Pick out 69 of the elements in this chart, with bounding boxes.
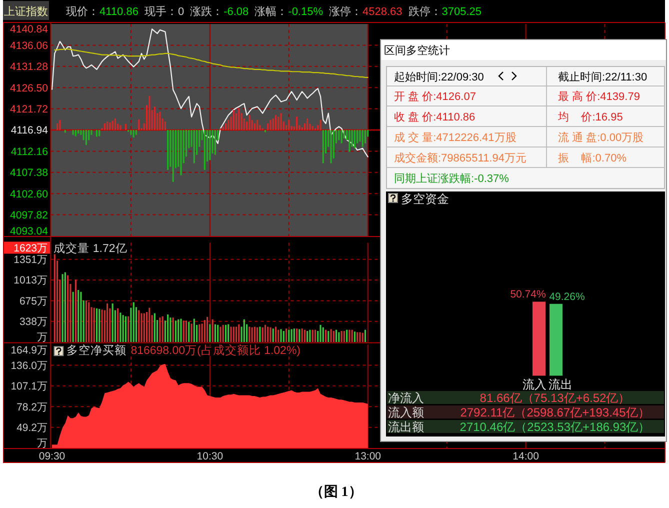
annotation: 净流入 xyxy=(388,391,424,405)
y-tick-label: 万 xyxy=(37,438,48,450)
chart-title: 多空净买额 xyxy=(66,343,127,358)
annotation: 81.66亿（75.13亿+6.52亿） xyxy=(480,391,630,405)
x-tick-label: 流出 xyxy=(548,378,572,392)
annotation: 振 幅:0.70% xyxy=(558,152,627,164)
y-tick-label: 4140.84 xyxy=(10,24,48,36)
y-tick-label: 4102.60 xyxy=(10,188,48,200)
x-tick-label: 10:30 xyxy=(196,450,224,462)
y-tick-label: 4107.38 xyxy=(10,167,48,180)
text: 3705.25 xyxy=(442,6,482,18)
y-tick-label: 1351万 xyxy=(14,254,48,266)
text: 涨幅： xyxy=(254,6,288,18)
y-tick-label: 78.2万 xyxy=(16,401,48,414)
annotation: 成交金额:79865511.94万元 xyxy=(394,151,526,164)
annotation: 开 盘 价:4126.07 xyxy=(394,91,476,103)
y-tick-label: 万 xyxy=(37,332,48,344)
y-tick-label: 4116.94 xyxy=(10,124,48,137)
chart-title: 成交量 1.72亿 xyxy=(54,241,128,256)
annotation: 流出额 xyxy=(388,420,424,434)
text: 涨停： xyxy=(329,6,362,18)
data-label: 49.26% xyxy=(549,290,585,303)
annotation: 同期上证涨跌幅:-0.37% xyxy=(394,172,510,185)
text: 0 xyxy=(178,6,184,18)
y-tick-label: 4121.72 xyxy=(10,104,48,116)
text: -0.15% xyxy=(288,6,324,18)
y-tick-label: 4131.28 xyxy=(10,61,48,74)
y-tick-label: 1013万 xyxy=(14,274,48,287)
text: 现手： xyxy=(144,5,178,18)
y-tick-label: 4126.50 xyxy=(10,82,48,94)
y-tick-label: 164.9万 xyxy=(10,344,48,356)
y-tick-label: 4136.06 xyxy=(10,40,48,52)
y-tick-label: 4097.82 xyxy=(10,210,48,222)
text: 4110.86 xyxy=(100,6,138,18)
y-tick-label: 4093.04 xyxy=(10,226,48,238)
line-series xyxy=(51,28,368,158)
x-tick-label: 13:00 xyxy=(354,450,382,462)
text: 现价： xyxy=(66,6,99,18)
annotation: 2710.46亿（2523.53亿+186.93亿） xyxy=(460,420,650,434)
y-tick-label: 136.0万 xyxy=(10,360,48,372)
text: 跌停： xyxy=(408,6,442,18)
line-series xyxy=(54,48,368,78)
annotation: 多空资金 xyxy=(401,192,449,206)
annotation: 均 价:16.95 xyxy=(557,111,623,124)
y-tick-label: 4112.16 xyxy=(10,146,48,158)
chart-subtitle: 816698.00万(占成交额比 1.02%) xyxy=(130,343,301,358)
annotation: 起始时间:22/09:30 xyxy=(394,70,484,84)
text: 4528.63 xyxy=(362,6,402,18)
chart-title: 上证指数 xyxy=(4,5,48,18)
annotation: 收 盘 价:4110.86 xyxy=(394,111,476,124)
text: 涨跌： xyxy=(190,6,224,18)
data-label: 50.74% xyxy=(510,288,546,301)
x-tick-label: 14:00 xyxy=(512,450,540,462)
y-tick-label: 338万 xyxy=(19,316,48,328)
annotation: 最 高 价:4139.79 xyxy=(558,90,640,103)
annotation: 2792.11亿（2598.67亿+193.45亿） xyxy=(460,406,650,420)
y-tick-label: 675万 xyxy=(19,295,48,308)
y-tick-label: 107.1万 xyxy=(10,380,48,393)
y-tick-label: 49.2万 xyxy=(16,422,48,434)
y-tick-label: 1623万 xyxy=(14,242,48,254)
x-tick-label: 流入 xyxy=(522,378,546,392)
annotation: 流入额 xyxy=(388,406,424,420)
text: （图 1） xyxy=(310,484,362,500)
x-tick-label: 09:30 xyxy=(38,450,66,462)
text: -6.08 xyxy=(224,6,249,18)
annotation: 成 交 量:4712226.41万股 xyxy=(394,130,516,144)
text: 区间多空统计 xyxy=(384,44,450,57)
annotation: 截止时间:22/11:30 xyxy=(558,70,648,84)
annotation: 流 通 盘:0.00万股 xyxy=(558,130,644,144)
